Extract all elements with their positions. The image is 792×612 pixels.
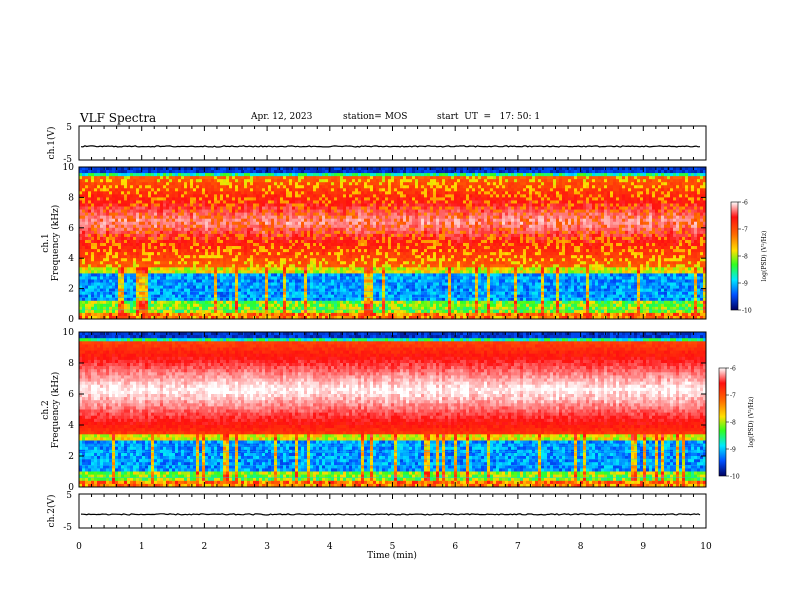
spectrogram-ch1-ytick-4: 4 xyxy=(68,254,74,264)
spectrogram-panel-ch2: 0 2 4 6 8 10 ch.2 Frequency (kHz) xyxy=(41,328,707,493)
colorbar-ch1-tick--6: -6 xyxy=(742,200,748,207)
spectrogram-ch2-ylabel: ch.2 xyxy=(41,400,51,419)
time-axis-label: Time (min) xyxy=(367,550,417,561)
time-tick-4: 4 xyxy=(327,542,333,552)
voltage-ch2-tick-bottom: -5 xyxy=(63,523,72,533)
spectrogram-ch2-ytick-10: 10 xyxy=(63,328,75,338)
colorbar-ch1-tick--8: -8 xyxy=(742,254,748,261)
voltage-panel-ch2: 5 -5 ch.2(V) xyxy=(46,491,707,533)
spectrogram-ch1-ytick-2: 2 xyxy=(68,285,74,295)
colorbar-ch2-tick--8: -8 xyxy=(730,420,736,427)
time-tick-5: 5 xyxy=(390,542,396,552)
time-tick-6: 6 xyxy=(452,542,458,552)
colorbar-ch2-tick--9: -9 xyxy=(730,447,736,454)
voltage-ch1-trace xyxy=(80,145,701,148)
spectrogram-ch2-ytick-4: 4 xyxy=(68,421,74,431)
colorbar-ch1-tick--9: -9 xyxy=(742,281,748,288)
colorbar-ch1-tick--7: -7 xyxy=(742,227,748,234)
voltage-ch1-ylabel: ch.1(V) xyxy=(46,127,57,160)
colorbar-ch2-scale xyxy=(718,367,727,477)
spectrogram-ch2-ytick-2: 2 xyxy=(68,452,74,462)
spectrogram-ch1-ylabel: ch.1 xyxy=(41,233,51,252)
spectrogram-ch2-image xyxy=(79,332,707,488)
colorbar-ch1-tick--10: -10 xyxy=(742,308,752,315)
voltage-ch1-tick-bottom: -5 xyxy=(63,155,72,165)
spectrogram-panel-ch1: 0 2 4 6 8 10 ch.1 Frequency (kHz) xyxy=(41,163,707,325)
colorbar-ch2-label: log(PSD) (V²/Hz) xyxy=(748,397,755,448)
voltage-ch1-frame xyxy=(78,125,707,161)
time-axis: 0 1 2 3 4 5 6 7 8 9 10 xyxy=(76,126,712,552)
voltage-ch2-tick-top: 5 xyxy=(66,491,72,501)
spectrogram-ch1-image xyxy=(79,167,707,320)
voltage-ch2-frame xyxy=(78,493,707,529)
station-label: station= MOS xyxy=(343,112,407,122)
time-tick-2: 2 xyxy=(202,542,208,552)
colorbar-ch1-label: log(PSD) (V²/Hz) xyxy=(761,231,768,282)
colorbar-ch1-scale xyxy=(730,201,739,311)
time-tick-9: 9 xyxy=(640,542,646,552)
voltage-panel-ch1: 5 -5 ch.1(V) xyxy=(46,123,707,165)
spectrogram-ch2-ylabel-frequency: Frequency (kHz) xyxy=(50,372,61,449)
colorbar-ch2-tick--7: -7 xyxy=(730,393,736,400)
spectrogram-ch1-ytick-0: 0 xyxy=(68,315,74,325)
time-tick-7: 7 xyxy=(515,542,521,552)
start-time-label: start UT = 17: 50: 1 xyxy=(437,112,540,122)
voltage-ch2-ylabel: ch.2(V) xyxy=(46,495,57,528)
spectrogram-ch1-ytick-6: 6 xyxy=(68,224,74,234)
spectrogram-ch2-ytick-6: 6 xyxy=(68,390,74,400)
colorbar-ch2-tick--6: -6 xyxy=(730,366,736,373)
time-tick-1: 1 xyxy=(139,542,145,552)
voltage-ch1-tick-top: 5 xyxy=(66,123,72,133)
spectrogram-ch1-ylabel-frequency: Frequency (kHz) xyxy=(50,205,61,282)
spectrogram-ch1-ytick-8: 8 xyxy=(68,193,74,203)
time-tick-10: 10 xyxy=(700,542,712,552)
time-tick-8: 8 xyxy=(578,542,584,552)
colorbar-ch2: -6 -7 -8 -9 -10 log(PSD) (V²/Hz) xyxy=(718,366,755,481)
spectrogram-ch2-ytick-8: 8 xyxy=(68,359,74,369)
chart-title: VLF Spectra xyxy=(80,111,156,125)
spectrogram-ch2-ytick-0: 0 xyxy=(68,483,74,493)
spectrogram-ch1-ytick-10: 10 xyxy=(63,163,75,173)
date-label: Apr. 12, 2023 xyxy=(251,112,312,122)
voltage-ch2-trace xyxy=(80,513,701,516)
colorbar-ch2-tick--10: -10 xyxy=(730,474,740,481)
colorbar-ch1: -6 -7 -8 -9 -10 log(PSD) (V²/Hz) xyxy=(730,200,768,315)
time-tick-0: 0 xyxy=(76,542,82,552)
time-tick-3: 3 xyxy=(264,542,270,552)
